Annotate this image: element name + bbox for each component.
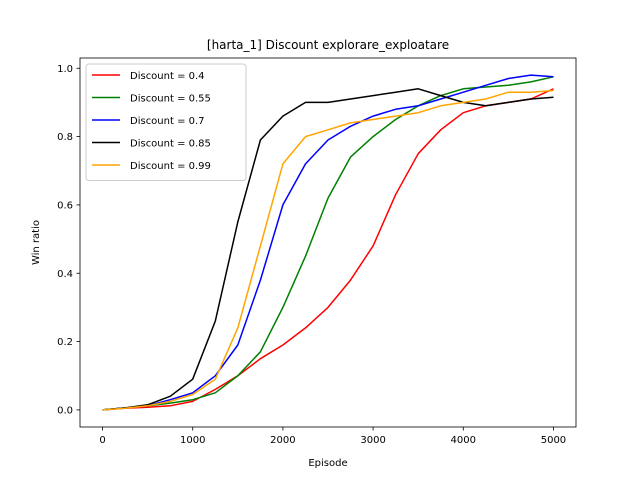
x-tick-label: 5000 <box>541 435 566 446</box>
legend-entry-label: Discount = 0.99 <box>130 161 211 172</box>
y-tick-label: 0.2 <box>57 337 73 348</box>
series-layer <box>102 74 554 411</box>
series-line-discount-0-7 <box>102 74 554 411</box>
x-axis-ticks: 0 1000 2000 3000 4000 5000 <box>99 427 566 446</box>
y-tick-label: 0.0 <box>57 405 73 416</box>
legend-entry-label: Discount = 0.55 <box>130 94 211 105</box>
chart-title: [harta_1] Discount explorare_exploatare <box>207 38 449 52</box>
x-tick-label: 3000 <box>360 435 385 446</box>
x-tick-label: 4000 <box>451 435 476 446</box>
x-tick-label: 1000 <box>180 435 205 446</box>
legend-entry-label: Discount = 0.85 <box>130 139 211 150</box>
y-axis-ticks: 0.0 0.2 0.4 0.6 0.8 1.0 <box>57 64 80 416</box>
y-tick-label: 0.4 <box>57 269 73 280</box>
series-line-discount-0-99 <box>102 89 554 411</box>
y-axis-label: Win ratio <box>31 220 42 265</box>
x-tick-label: 2000 <box>270 435 295 446</box>
x-axis-label: Episode <box>308 458 347 469</box>
y-tick-label: 0.6 <box>57 200 73 211</box>
legend-entry-label: Discount = 0.4 <box>130 71 205 82</box>
y-tick-label: 1.0 <box>57 64 73 75</box>
x-tick-label: 0 <box>99 435 105 446</box>
plot-frame <box>79 57 577 428</box>
y-tick-label: 0.8 <box>57 132 73 143</box>
legend: Discount = 0.4 Discount = 0.55 Discount = … <box>85 63 247 181</box>
legend-box <box>85 63 247 181</box>
series-line-discount-0-85 <box>102 88 554 411</box>
legend-entry-label: Discount = 0.7 <box>130 116 205 127</box>
series-line-discount-0-4 <box>102 88 554 411</box>
